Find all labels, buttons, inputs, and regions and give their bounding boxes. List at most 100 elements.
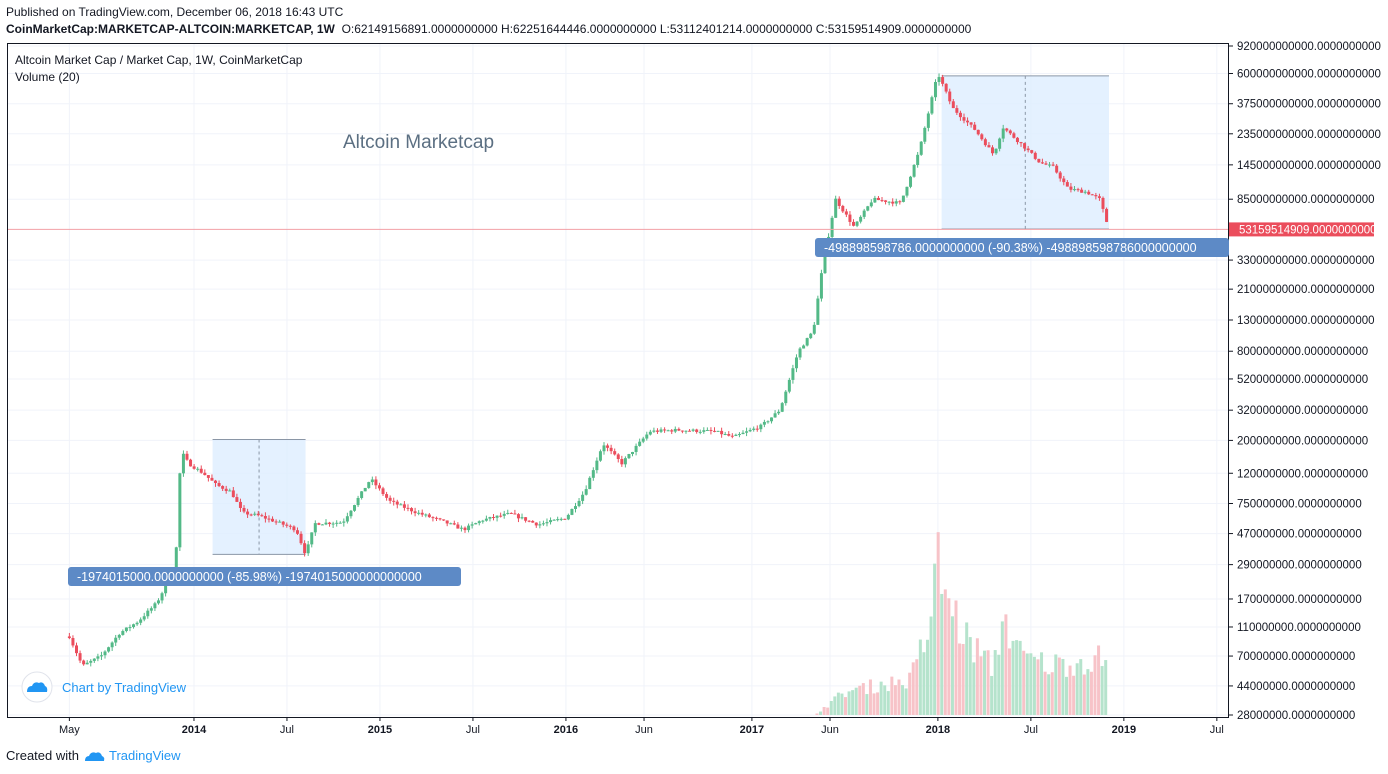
time-axis[interactable]: May 2014 Jul 2015 Jul 2016 Jun 2017 Jun 2018 Jul 20… bbox=[59, 717, 1224, 736]
candle-up bbox=[545, 522, 549, 524]
candle-down bbox=[1044, 163, 1048, 165]
volume-bar bbox=[911, 662, 915, 715]
volume-bar bbox=[1072, 675, 1076, 715]
tradingview-watermark[interactable]: Chart by TradingView bbox=[21, 671, 187, 703]
candle-up bbox=[449, 523, 453, 525]
volume-bar bbox=[997, 654, 1001, 715]
last-price-badge bbox=[1229, 222, 1374, 237]
candle-down bbox=[231, 490, 235, 498]
candle-up bbox=[103, 651, 107, 656]
candle-up bbox=[926, 113, 930, 128]
candle-down bbox=[67, 636, 71, 639]
range-labels: -1974015000.0000000000 (-85.98%) -197401… bbox=[68, 238, 1229, 586]
candle-down bbox=[75, 645, 79, 654]
price-ranges[interactable] bbox=[212, 75, 1109, 555]
candle-down bbox=[1012, 133, 1016, 138]
candle-down bbox=[242, 507, 246, 512]
candle-down bbox=[199, 468, 203, 473]
price-tick-label: 28000000.0000000000 bbox=[1237, 710, 1355, 722]
candle-up bbox=[791, 368, 795, 380]
candle-up bbox=[85, 662, 89, 665]
volume-bar bbox=[1100, 666, 1104, 715]
candle-down bbox=[1026, 148, 1030, 151]
candle-down bbox=[189, 459, 193, 467]
price-tick-label: 470000000.0000000000 bbox=[1237, 529, 1362, 541]
candle-up bbox=[149, 608, 153, 611]
volume-bar bbox=[986, 650, 990, 715]
chart-annotation[interactable]: Altcoin Marketcap bbox=[343, 132, 494, 153]
candle-up bbox=[1072, 189, 1076, 191]
candle-down bbox=[1097, 196, 1101, 198]
volume-bar bbox=[975, 638, 979, 715]
volume-bar bbox=[1018, 640, 1022, 715]
candle-up bbox=[353, 505, 357, 511]
volume-bar bbox=[929, 616, 933, 715]
candle-down bbox=[499, 515, 503, 517]
candle-up bbox=[816, 298, 820, 325]
candle-up bbox=[139, 619, 143, 623]
time-tick-label: Jul bbox=[466, 724, 480, 736]
candle-up bbox=[1001, 128, 1005, 139]
price-tick-label: 750000000.0000000000 bbox=[1237, 499, 1362, 511]
candle-down bbox=[531, 520, 535, 523]
candle-down bbox=[727, 433, 731, 436]
candle-down bbox=[438, 518, 442, 520]
candle-up bbox=[474, 523, 478, 525]
price-tick-label: 8000000000.0000000000 bbox=[1237, 346, 1368, 358]
watermark-text: Chart by TradingView bbox=[62, 680, 187, 695]
price-tick-label: 145000000000.0000000000 bbox=[1237, 160, 1381, 172]
volume-bar bbox=[840, 693, 844, 715]
volume-bar bbox=[936, 532, 940, 715]
candle-up bbox=[705, 429, 709, 431]
candle-up bbox=[324, 522, 328, 525]
time-tick-label: Jun bbox=[821, 724, 839, 736]
candle-up bbox=[766, 421, 770, 423]
candle-up bbox=[909, 176, 913, 187]
candle-up bbox=[153, 603, 157, 609]
candle-up bbox=[759, 424, 763, 430]
candle-down bbox=[884, 200, 888, 202]
candle-down bbox=[962, 117, 966, 121]
candle-up bbox=[360, 491, 364, 498]
candle-up bbox=[598, 451, 602, 461]
candle-up bbox=[331, 523, 335, 525]
candle-up bbox=[488, 516, 492, 519]
candle-down bbox=[452, 523, 456, 525]
candle-up bbox=[859, 216, 863, 222]
candle-up bbox=[470, 524, 474, 526]
candle-up bbox=[92, 658, 96, 661]
volume-bar bbox=[815, 713, 819, 715]
candle-down bbox=[388, 497, 392, 501]
candle-down bbox=[413, 511, 417, 514]
volume-bar bbox=[1043, 671, 1047, 715]
candle-down bbox=[381, 488, 385, 495]
candle-up bbox=[638, 441, 642, 446]
candle-up bbox=[923, 127, 927, 142]
tradingview-brand-link[interactable]: TradingView bbox=[108, 748, 181, 763]
volume-bar bbox=[1000, 621, 1004, 715]
candle-down bbox=[944, 83, 948, 92]
candle-up bbox=[121, 631, 125, 635]
candle-down bbox=[210, 477, 214, 481]
volume-bar bbox=[1068, 665, 1072, 715]
candle-down bbox=[1094, 195, 1098, 197]
candle-up bbox=[467, 525, 471, 531]
price-tick-label: 70000000.0000000000 bbox=[1237, 651, 1355, 663]
candle-down bbox=[274, 521, 278, 523]
candle-up bbox=[552, 519, 556, 521]
candle-down bbox=[288, 525, 292, 527]
time-tick-label: 2016 bbox=[554, 724, 578, 736]
time-tick-label: Jun bbox=[635, 724, 653, 736]
volume-bar bbox=[979, 656, 983, 715]
candle-up bbox=[228, 490, 232, 492]
price-axis[interactable]: 920000000000.0000000000 600000000000.0000… bbox=[1228, 41, 1381, 722]
candle-down bbox=[82, 660, 86, 665]
volume-legend: Volume (20) bbox=[15, 70, 80, 84]
candle-up bbox=[873, 197, 877, 203]
volume-bar bbox=[836, 692, 840, 715]
candle-up bbox=[566, 514, 570, 520]
volume-bar bbox=[854, 687, 858, 715]
candle-up bbox=[623, 458, 627, 465]
volume-bar bbox=[865, 694, 869, 715]
